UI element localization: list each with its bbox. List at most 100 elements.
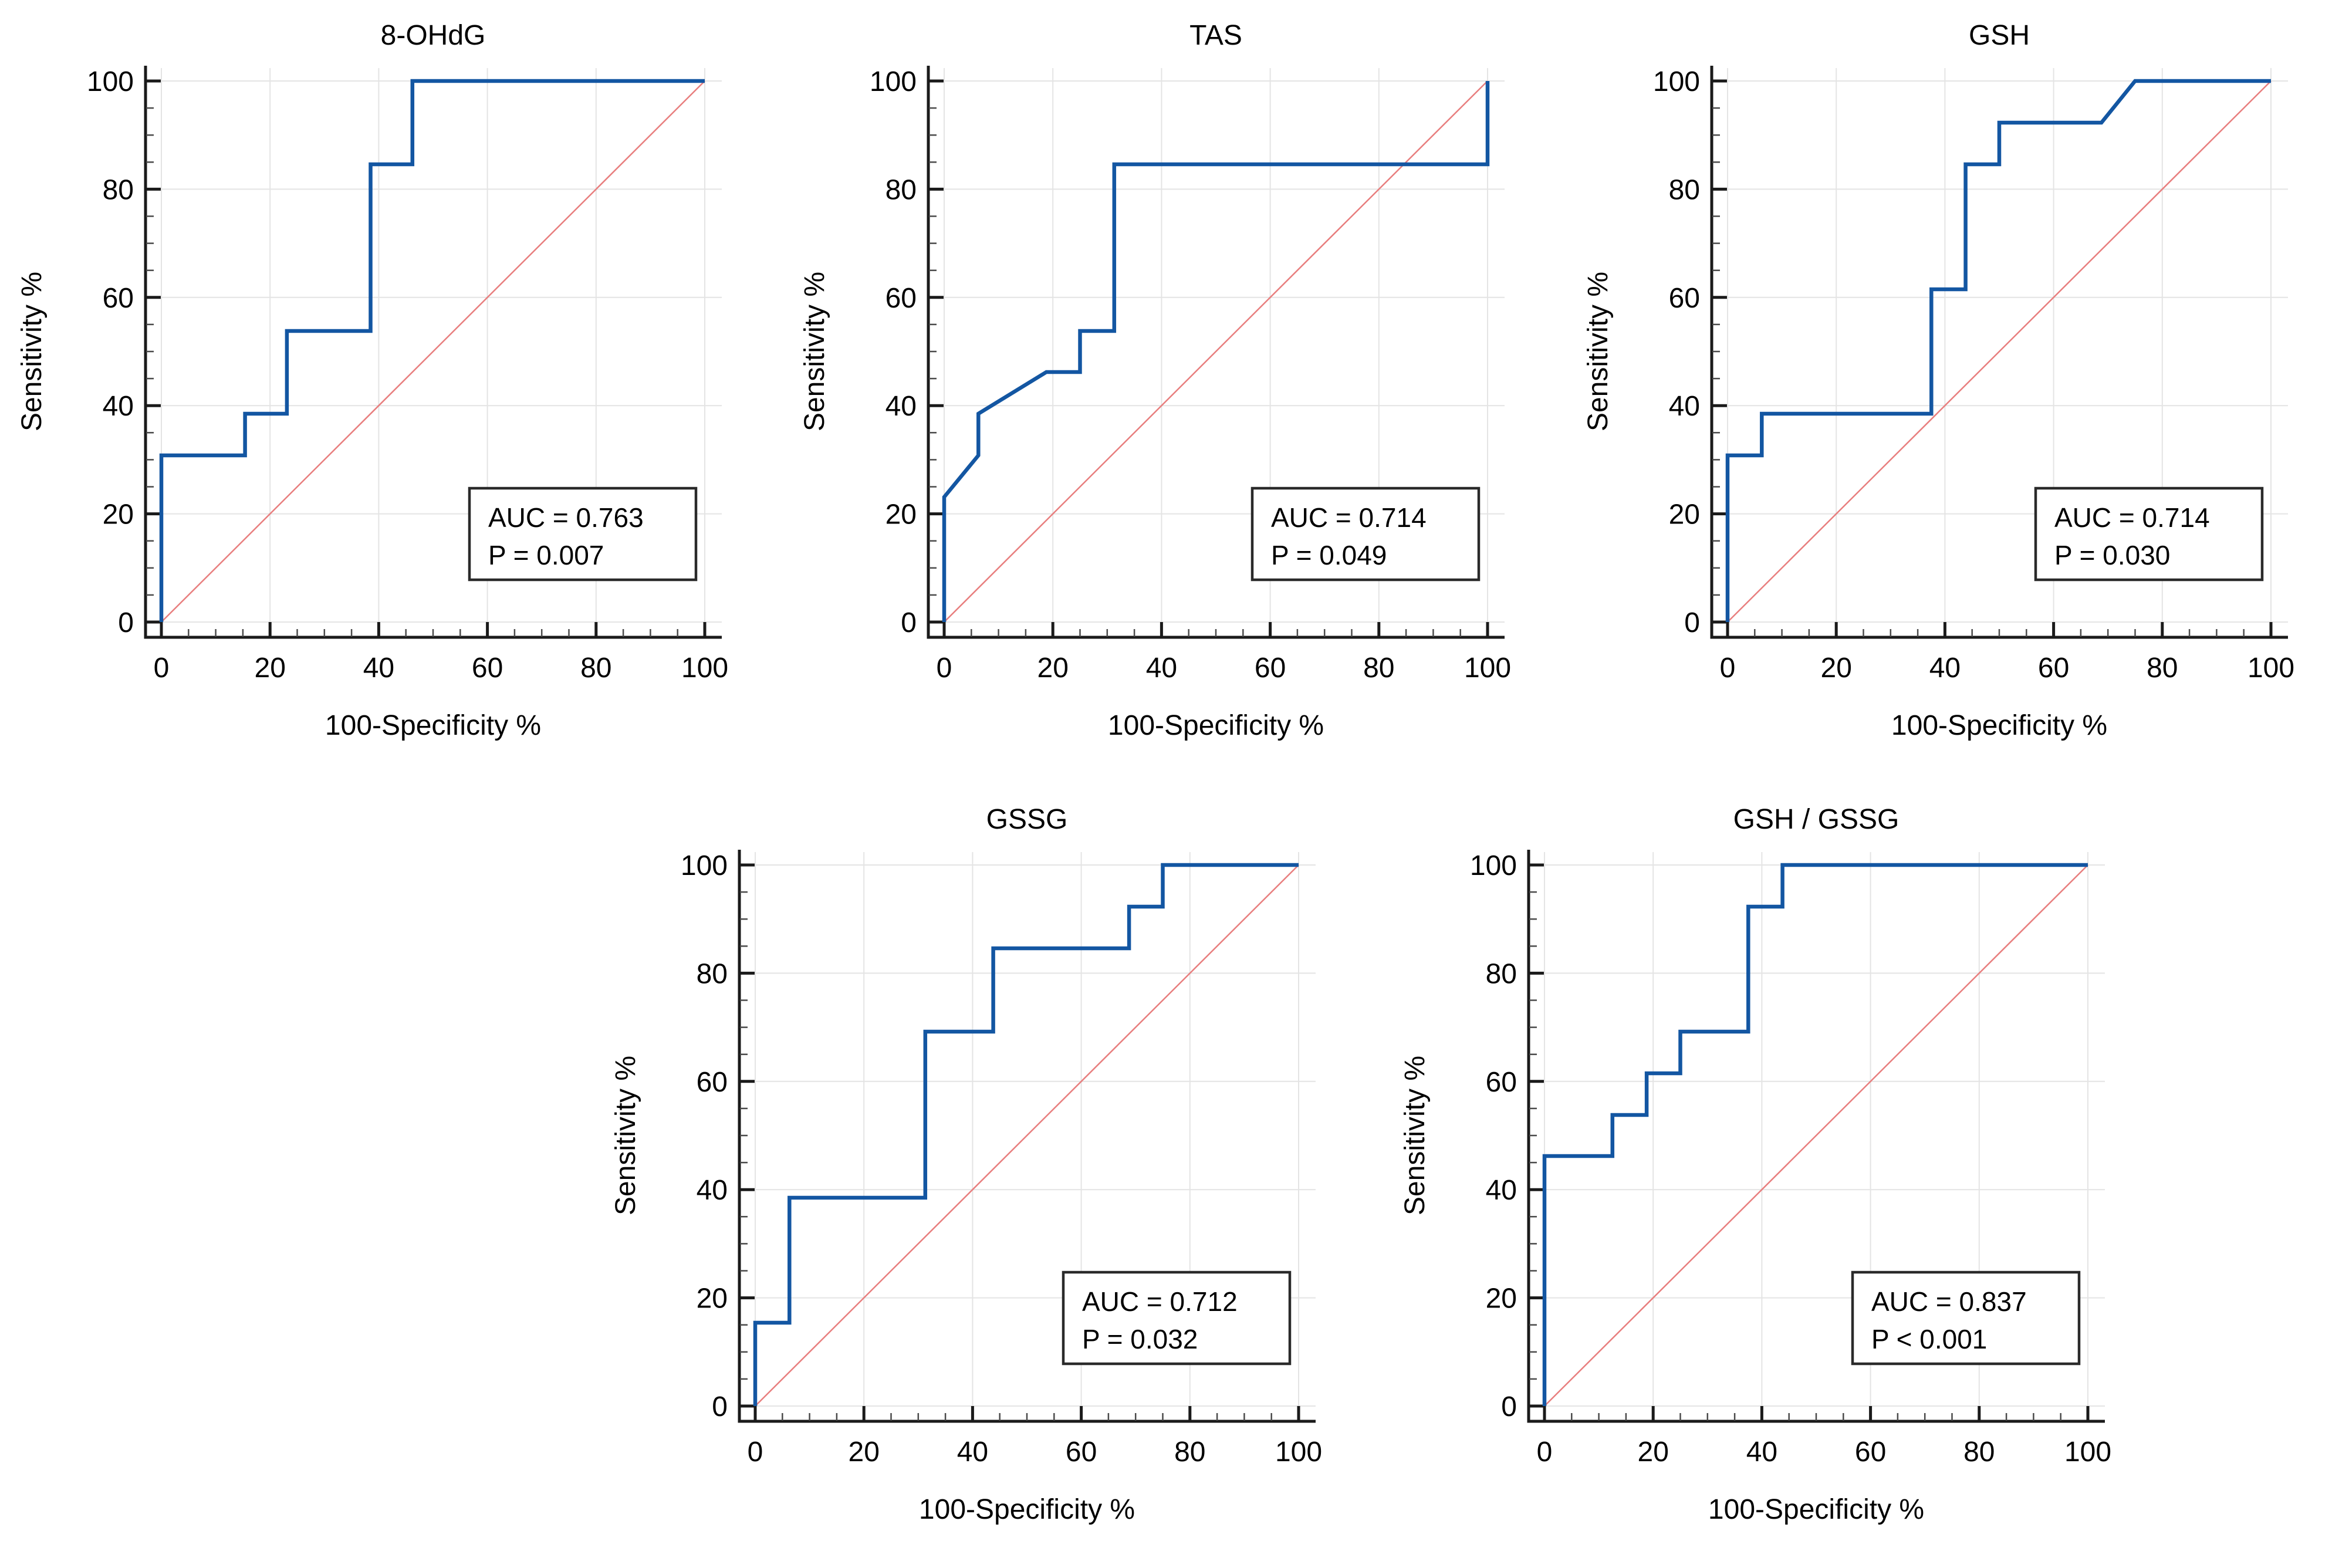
roc-svg: 0 20 40 60 80 100 0 20 40 60 80 100 100-Specificity … bbox=[610, 804, 1322, 1525]
chance-diagonal-line bbox=[161, 80, 705, 623]
roc-svg: 0 20 40 60 80 100 0 20 40 60 80 100 100-Specificity … bbox=[799, 20, 1511, 741]
y-tick-label: 20 bbox=[1669, 499, 1700, 530]
y-tick-label: 40 bbox=[885, 391, 917, 422]
y-tick-label: 40 bbox=[103, 391, 134, 422]
y-tick-label: 40 bbox=[697, 1175, 728, 1206]
auc-annotation-box bbox=[1851, 1270, 2081, 1366]
auc-annotation-box bbox=[468, 486, 698, 582]
y-tick-label: 100 bbox=[1653, 66, 1700, 97]
roc-svg: 0 20 40 60 80 100 0 20 40 60 80 100 100-Specificity … bbox=[16, 20, 728, 741]
x-tick-label: 100 bbox=[2247, 653, 2294, 684]
x-axis-label: 100-Specificity % bbox=[325, 710, 541, 741]
auc-annotation: AUC = 0.837 P < 0.001 bbox=[1851, 1270, 2081, 1366]
x-tick-label: 80 bbox=[2147, 653, 2178, 684]
x-tick-label: 100 bbox=[681, 653, 728, 684]
x-tick-label: 80 bbox=[1963, 1437, 1995, 1468]
y-tick-label: 0 bbox=[712, 1391, 728, 1422]
y-tick-label: 0 bbox=[1684, 607, 1700, 638]
x-tick-label: 0 bbox=[748, 1437, 763, 1468]
x-tick-label: 60 bbox=[1855, 1437, 1886, 1468]
x-tick-label: 100 bbox=[2064, 1437, 2111, 1468]
x-tick-label: 0 bbox=[154, 653, 170, 684]
plot-title: GSH bbox=[1969, 20, 2030, 51]
y-tick-label: 20 bbox=[885, 499, 917, 530]
x-tick-label: 20 bbox=[1037, 653, 1069, 684]
auc-annotation-box bbox=[1250, 486, 1481, 582]
tick-labels: 0 20 40 60 80 100 0 20 40 60 80 100 bbox=[681, 850, 1322, 1468]
y-tick-label: 60 bbox=[103, 283, 134, 314]
y-tick-label: 20 bbox=[103, 499, 134, 530]
x-tick-label: 0 bbox=[1537, 1437, 1553, 1468]
axes bbox=[927, 66, 1505, 639]
auc-annotation-box bbox=[2034, 486, 2264, 582]
y-tick-label: 80 bbox=[1669, 174, 1700, 205]
p-value-text: P = 0.032 bbox=[1082, 1324, 1198, 1354]
tick-labels: 0 20 40 60 80 100 0 20 40 60 80 100 bbox=[1470, 850, 2111, 1468]
y-tick-label: 80 bbox=[697, 958, 728, 989]
x-tick-label: 60 bbox=[1066, 1437, 1097, 1468]
x-tick-label: 40 bbox=[1746, 1437, 1777, 1468]
y-axis-label: Sensitivity % bbox=[799, 272, 830, 431]
y-tick-label: 80 bbox=[1486, 958, 1517, 989]
tick-labels: 0 20 40 60 80 100 0 20 40 60 80 100 bbox=[870, 66, 1511, 684]
roc-plot-gsh: 0 20 40 60 80 100 0 20 40 60 80 100 100-Specificity … bbox=[1566, 0, 2349, 784]
auc-value-text: AUC = 0.763 bbox=[488, 502, 644, 533]
x-axis-label: 100-Specificity % bbox=[1108, 710, 1324, 741]
axes bbox=[144, 66, 722, 639]
y-tick-label: 0 bbox=[1501, 1391, 1517, 1422]
roc-plot-gsh-gssg: 0 20 40 60 80 100 0 20 40 60 80 100 100-Specificity … bbox=[1383, 784, 2166, 1568]
x-tick-label: 60 bbox=[1255, 653, 1286, 684]
y-tick-label: 0 bbox=[901, 607, 917, 638]
x-tick-label: 0 bbox=[937, 653, 952, 684]
p-value-text: P < 0.001 bbox=[1871, 1324, 1987, 1354]
plot-title: 8-OHdG bbox=[381, 20, 486, 51]
plot-title: GSSG bbox=[986, 804, 1068, 835]
y-tick-label: 80 bbox=[885, 174, 917, 205]
auc-value-text: AUC = 0.837 bbox=[1871, 1286, 2027, 1317]
roc-curve bbox=[942, 81, 1490, 622]
y-tick-label: 100 bbox=[87, 66, 134, 97]
y-tick-label: 20 bbox=[697, 1283, 728, 1314]
x-tick-label: 20 bbox=[849, 1437, 880, 1468]
auc-annotation-box bbox=[1062, 1270, 1292, 1366]
x-axis-label: 100-Specificity % bbox=[919, 1494, 1135, 1525]
roc-plot-tas: 0 20 40 60 80 100 0 20 40 60 80 100 100-Specificity … bbox=[783, 0, 1566, 784]
y-tick-label: 60 bbox=[885, 283, 917, 314]
chance-diagonal-line bbox=[1727, 80, 2272, 623]
x-tick-label: 20 bbox=[1638, 1437, 1669, 1468]
x-tick-label: 40 bbox=[957, 1437, 988, 1468]
axes bbox=[1527, 850, 2105, 1423]
auc-annotation: AUC = 0.763 P = 0.007 bbox=[468, 486, 698, 582]
p-value-text: P = 0.007 bbox=[488, 540, 604, 570]
x-tick-label: 60 bbox=[2038, 653, 2069, 684]
y-tick-label: 60 bbox=[1669, 283, 1700, 314]
chance-diagonal-line bbox=[1544, 864, 2088, 1407]
auc-value-text: AUC = 0.712 bbox=[1082, 1286, 1238, 1317]
roc-plot-gssg: 0 20 40 60 80 100 0 20 40 60 80 100 100-Specificity … bbox=[594, 784, 1377, 1568]
roc-svg: 0 20 40 60 80 100 0 20 40 60 80 100 100-Specificity … bbox=[1583, 20, 2294, 741]
auc-annotation: AUC = 0.714 P = 0.049 bbox=[1250, 486, 1481, 582]
x-tick-label: 60 bbox=[472, 653, 503, 684]
p-value-text: P = 0.030 bbox=[2054, 540, 2170, 570]
y-axis-label: Sensitivity % bbox=[610, 1056, 641, 1215]
tick-labels: 0 20 40 60 80 100 0 20 40 60 80 100 bbox=[87, 66, 728, 684]
x-axis-label: 100-Specificity % bbox=[1708, 1494, 1924, 1525]
y-tick-label: 60 bbox=[697, 1067, 728, 1098]
y-tick-label: 20 bbox=[1486, 1283, 1517, 1314]
x-tick-label: 40 bbox=[1146, 653, 1177, 684]
plot-title: TAS bbox=[1189, 20, 1242, 51]
roc-svg: 0 20 40 60 80 100 0 20 40 60 80 100 100-Specificity … bbox=[1400, 804, 2111, 1525]
auc-annotation: AUC = 0.714 P = 0.030 bbox=[2034, 486, 2264, 582]
roc-curve bbox=[159, 79, 705, 622]
x-tick-label: 20 bbox=[255, 653, 286, 684]
roc-curve bbox=[1725, 79, 2271, 622]
chance-diagonal-line bbox=[944, 80, 1488, 623]
y-tick-label: 40 bbox=[1486, 1175, 1517, 1206]
x-tick-label: 0 bbox=[1720, 653, 1736, 684]
auc-annotation: AUC = 0.712 P = 0.032 bbox=[1062, 1270, 1292, 1366]
y-tick-label: 60 bbox=[1486, 1067, 1517, 1098]
axes bbox=[738, 850, 1316, 1423]
x-tick-label: 80 bbox=[1174, 1437, 1205, 1468]
y-tick-label: 100 bbox=[1470, 850, 1517, 881]
x-tick-label: 80 bbox=[580, 653, 611, 684]
